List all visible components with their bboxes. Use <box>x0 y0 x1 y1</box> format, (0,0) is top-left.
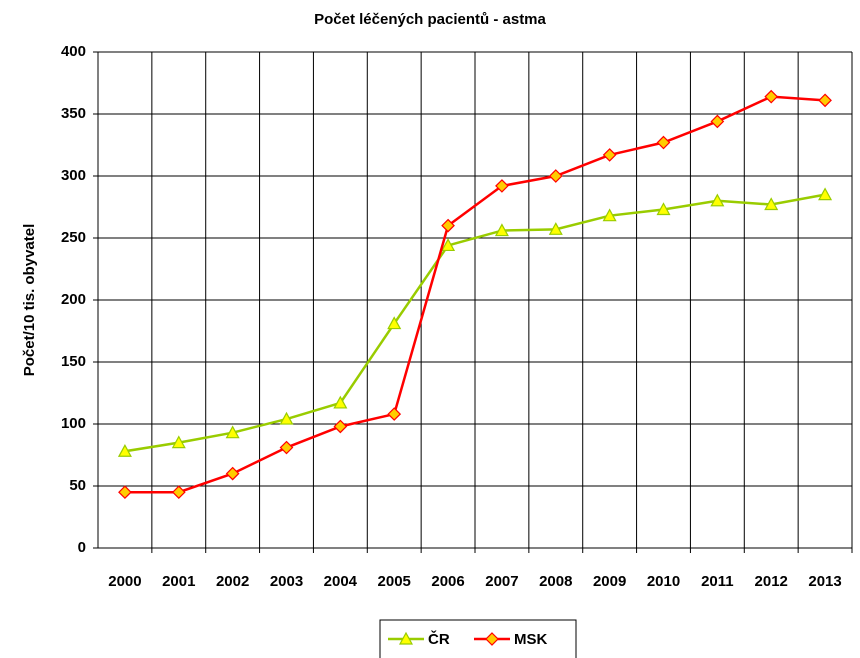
marker <box>656 135 671 150</box>
marker <box>764 197 779 211</box>
x-tick-label: 2013 <box>808 573 841 590</box>
chart-title: Počet léčených pacientů - astma <box>314 11 546 28</box>
series-line <box>124 193 826 453</box>
marker <box>656 202 671 216</box>
marker <box>333 395 348 409</box>
marker <box>764 89 779 104</box>
y-axis-label: Počet/10 tis. obyvatel <box>21 224 38 377</box>
y-tick-label: 350 <box>61 105 86 122</box>
marker <box>441 238 456 252</box>
marker <box>818 93 832 108</box>
legend-marker <box>398 631 414 645</box>
marker <box>548 169 563 183</box>
y-tick-label: 250 <box>61 229 86 246</box>
x-tick-label: 2002 <box>216 573 249 590</box>
x-tick-label: 2009 <box>593 573 626 590</box>
y-tick-label: 300 <box>61 167 86 184</box>
y-tick-label: 400 <box>61 43 86 60</box>
marker <box>225 425 240 439</box>
marker <box>710 193 725 207</box>
marker <box>710 114 725 129</box>
marker <box>117 444 132 457</box>
marker <box>225 466 240 481</box>
x-tick-label: 2000 <box>108 573 141 590</box>
marker <box>279 411 294 425</box>
marker <box>171 435 186 449</box>
marker <box>441 218 455 233</box>
x-tick-label: 2005 <box>378 573 411 590</box>
x-tick-label: 2006 <box>431 573 464 590</box>
marker <box>387 316 402 330</box>
marker <box>333 419 348 434</box>
y-tick-label: 100 <box>61 415 86 432</box>
marker <box>602 208 617 222</box>
x-tick-label: 2011 <box>701 573 734 590</box>
x-tick-label: 2007 <box>485 573 518 590</box>
x-tick-label: 2008 <box>539 573 572 590</box>
x-tick-label: 2012 <box>755 573 788 590</box>
marker <box>818 187 833 201</box>
marker <box>494 223 509 237</box>
marker <box>171 485 186 500</box>
marker <box>602 148 617 162</box>
marker <box>548 222 563 235</box>
marker <box>279 440 294 455</box>
x-tick-label: 2001 <box>162 573 195 590</box>
y-tick-label: 50 <box>69 477 86 494</box>
x-tick-label: 2004 <box>324 573 358 590</box>
x-tick-label: 2003 <box>270 573 303 590</box>
x-tick-label: 2010 <box>647 573 680 590</box>
series-line <box>124 95 826 494</box>
y-tick-label: 200 <box>61 291 86 308</box>
y-tick-label: 150 <box>61 353 86 370</box>
legend-label: MSK <box>514 631 548 648</box>
y-tick-label: 0 <box>78 539 86 556</box>
marker <box>387 407 402 421</box>
marker <box>118 485 132 500</box>
legend-marker <box>485 632 499 646</box>
marker <box>495 179 509 193</box>
legend-label: ČR <box>428 630 450 648</box>
